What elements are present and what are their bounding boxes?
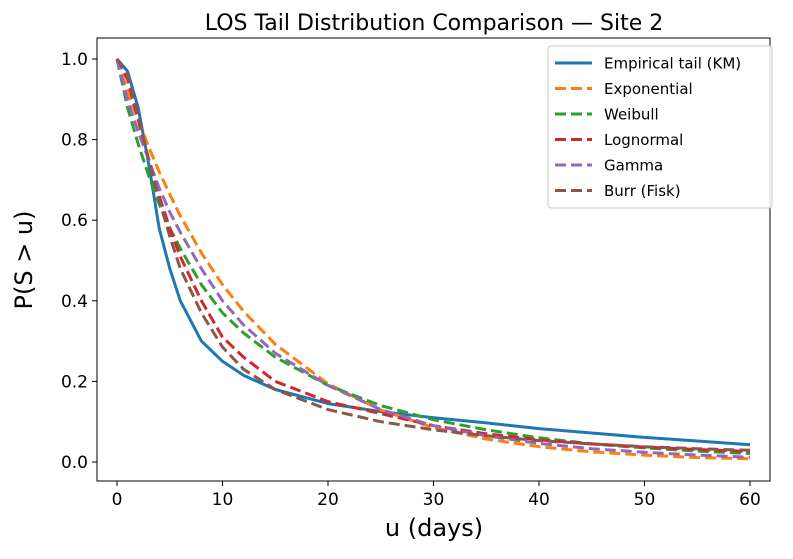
chart-title: LOS Tail Distribution Comparison — Site … bbox=[205, 11, 664, 36]
series-layer bbox=[115, 58, 751, 461]
x-tick-label: 10 bbox=[212, 490, 234, 510]
y-axis: 0.0 0.2 0.4 0.6 0.8 1.0 bbox=[61, 50, 97, 473]
legend: Empirical tail (KM) Exponential Weibull Log… bbox=[547, 45, 773, 209]
y-tick-label: 0.4 bbox=[61, 292, 88, 312]
series-line-gamma bbox=[115, 58, 751, 459]
x-tick-label: 30 bbox=[423, 490, 445, 510]
series-line-exponential bbox=[115, 58, 751, 461]
y-tick-label: 1.0 bbox=[61, 50, 88, 70]
legend-label: Gamma bbox=[604, 157, 663, 175]
x-axis-label: u (days) bbox=[385, 514, 483, 542]
y-tick-label: 0.2 bbox=[61, 372, 88, 392]
y-axis-label: P(S > u) bbox=[10, 210, 38, 309]
series-line-empirical-tail-km bbox=[115, 58, 751, 447]
series-line-weibull bbox=[115, 58, 751, 455]
x-tick-label: 50 bbox=[634, 490, 656, 510]
x-tick-label: 40 bbox=[528, 490, 550, 510]
y-tick-label: 0.6 bbox=[61, 211, 88, 231]
x-tick-label: 0 bbox=[112, 490, 123, 510]
legend-box bbox=[547, 45, 773, 209]
legend-label: Burr (Fisk) bbox=[604, 182, 681, 200]
x-tick-label: 60 bbox=[739, 490, 761, 510]
x-axis: 0 10 20 30 40 50 60 bbox=[112, 481, 761, 510]
y-tick-label: 0.8 bbox=[61, 131, 88, 151]
x-tick-label: 20 bbox=[317, 490, 339, 510]
series-line-burr-fisk bbox=[115, 58, 751, 452]
legend-label: Weibull bbox=[604, 106, 659, 124]
y-tick-label: 0.0 bbox=[61, 453, 88, 473]
legend-label: Exponential bbox=[604, 80, 693, 98]
legend-label: Empirical tail (KM) bbox=[604, 55, 741, 73]
legend-label: Lognormal bbox=[604, 131, 683, 149]
